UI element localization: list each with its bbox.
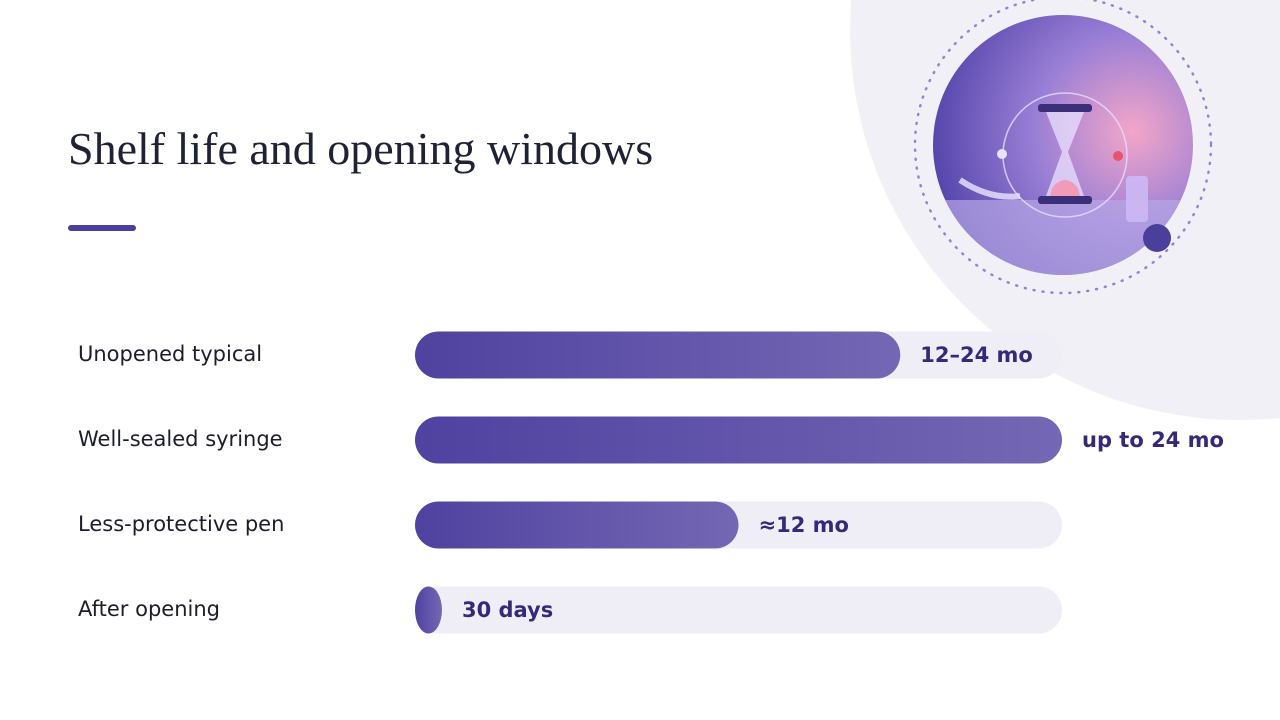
value-label: 30 days [462,598,553,622]
bar [415,586,442,634]
bar-track [415,586,1062,634]
value-label: 12–24 mo [920,343,1033,367]
value-label: ≈12 mo [759,513,849,537]
category-label: Unopened typical [78,342,262,366]
dotted-ring [913,0,1213,295]
bar [415,416,1062,464]
bar [415,331,901,379]
accent-dot [1143,224,1171,252]
bar [415,501,739,549]
category-label: Less-protective pen [78,512,284,536]
category-label: Well-sealed syringe [78,427,283,451]
category-label: After opening [78,597,220,621]
chart-title: Shelf life and opening windows [68,123,653,174]
title-underline [68,225,136,231]
value-label: up to 24 mo [1082,428,1224,452]
